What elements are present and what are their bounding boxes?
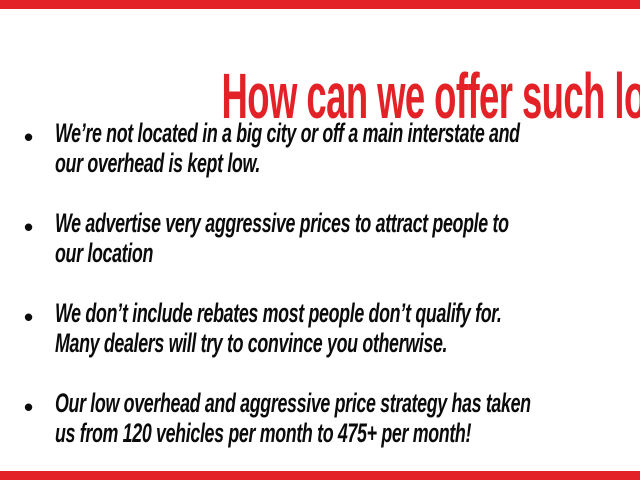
bullet-text-line: our location (55, 238, 154, 268)
bullet-item-location: • We’re not located in a big city or off… (0, 118, 640, 178)
bullet-dot-icon: • (24, 122, 34, 152)
bullet-dot-icon: • (24, 392, 34, 422)
bullet-text-line: us from 120 vehicles per month to 475+ p… (55, 418, 472, 448)
page-title-text: How can we offer such low prices? (221, 59, 640, 132)
bullet-dot-icon: • (24, 302, 34, 332)
bullet-item-advertising: • We advertise very aggressive prices to… (0, 208, 640, 268)
bullet-text-line: We don’t include rebates most people don… (55, 298, 502, 328)
bullet-text-line: Our low overhead and aggressive price st… (55, 388, 531, 418)
bullet-text-line: We advertise very aggressive prices to a… (55, 208, 509, 238)
bullet-dot-icon: • (24, 212, 34, 242)
bullet-text-line: our overhead is kept low. (55, 148, 260, 178)
bullet-text-line: Many dealers will try to convince you ot… (55, 328, 448, 358)
page-title: How can we offer such low prices? (0, 63, 640, 129)
bullet-text-line: We’re not located in a big city or off a… (55, 118, 520, 148)
top-accent-bar (0, 0, 640, 9)
bullet-item-rebates: • We don’t include rebates most people d… (0, 298, 640, 358)
bullet-item-volume: • Our low overhead and aggressive price … (0, 388, 640, 448)
bottom-accent-bar (0, 471, 640, 480)
